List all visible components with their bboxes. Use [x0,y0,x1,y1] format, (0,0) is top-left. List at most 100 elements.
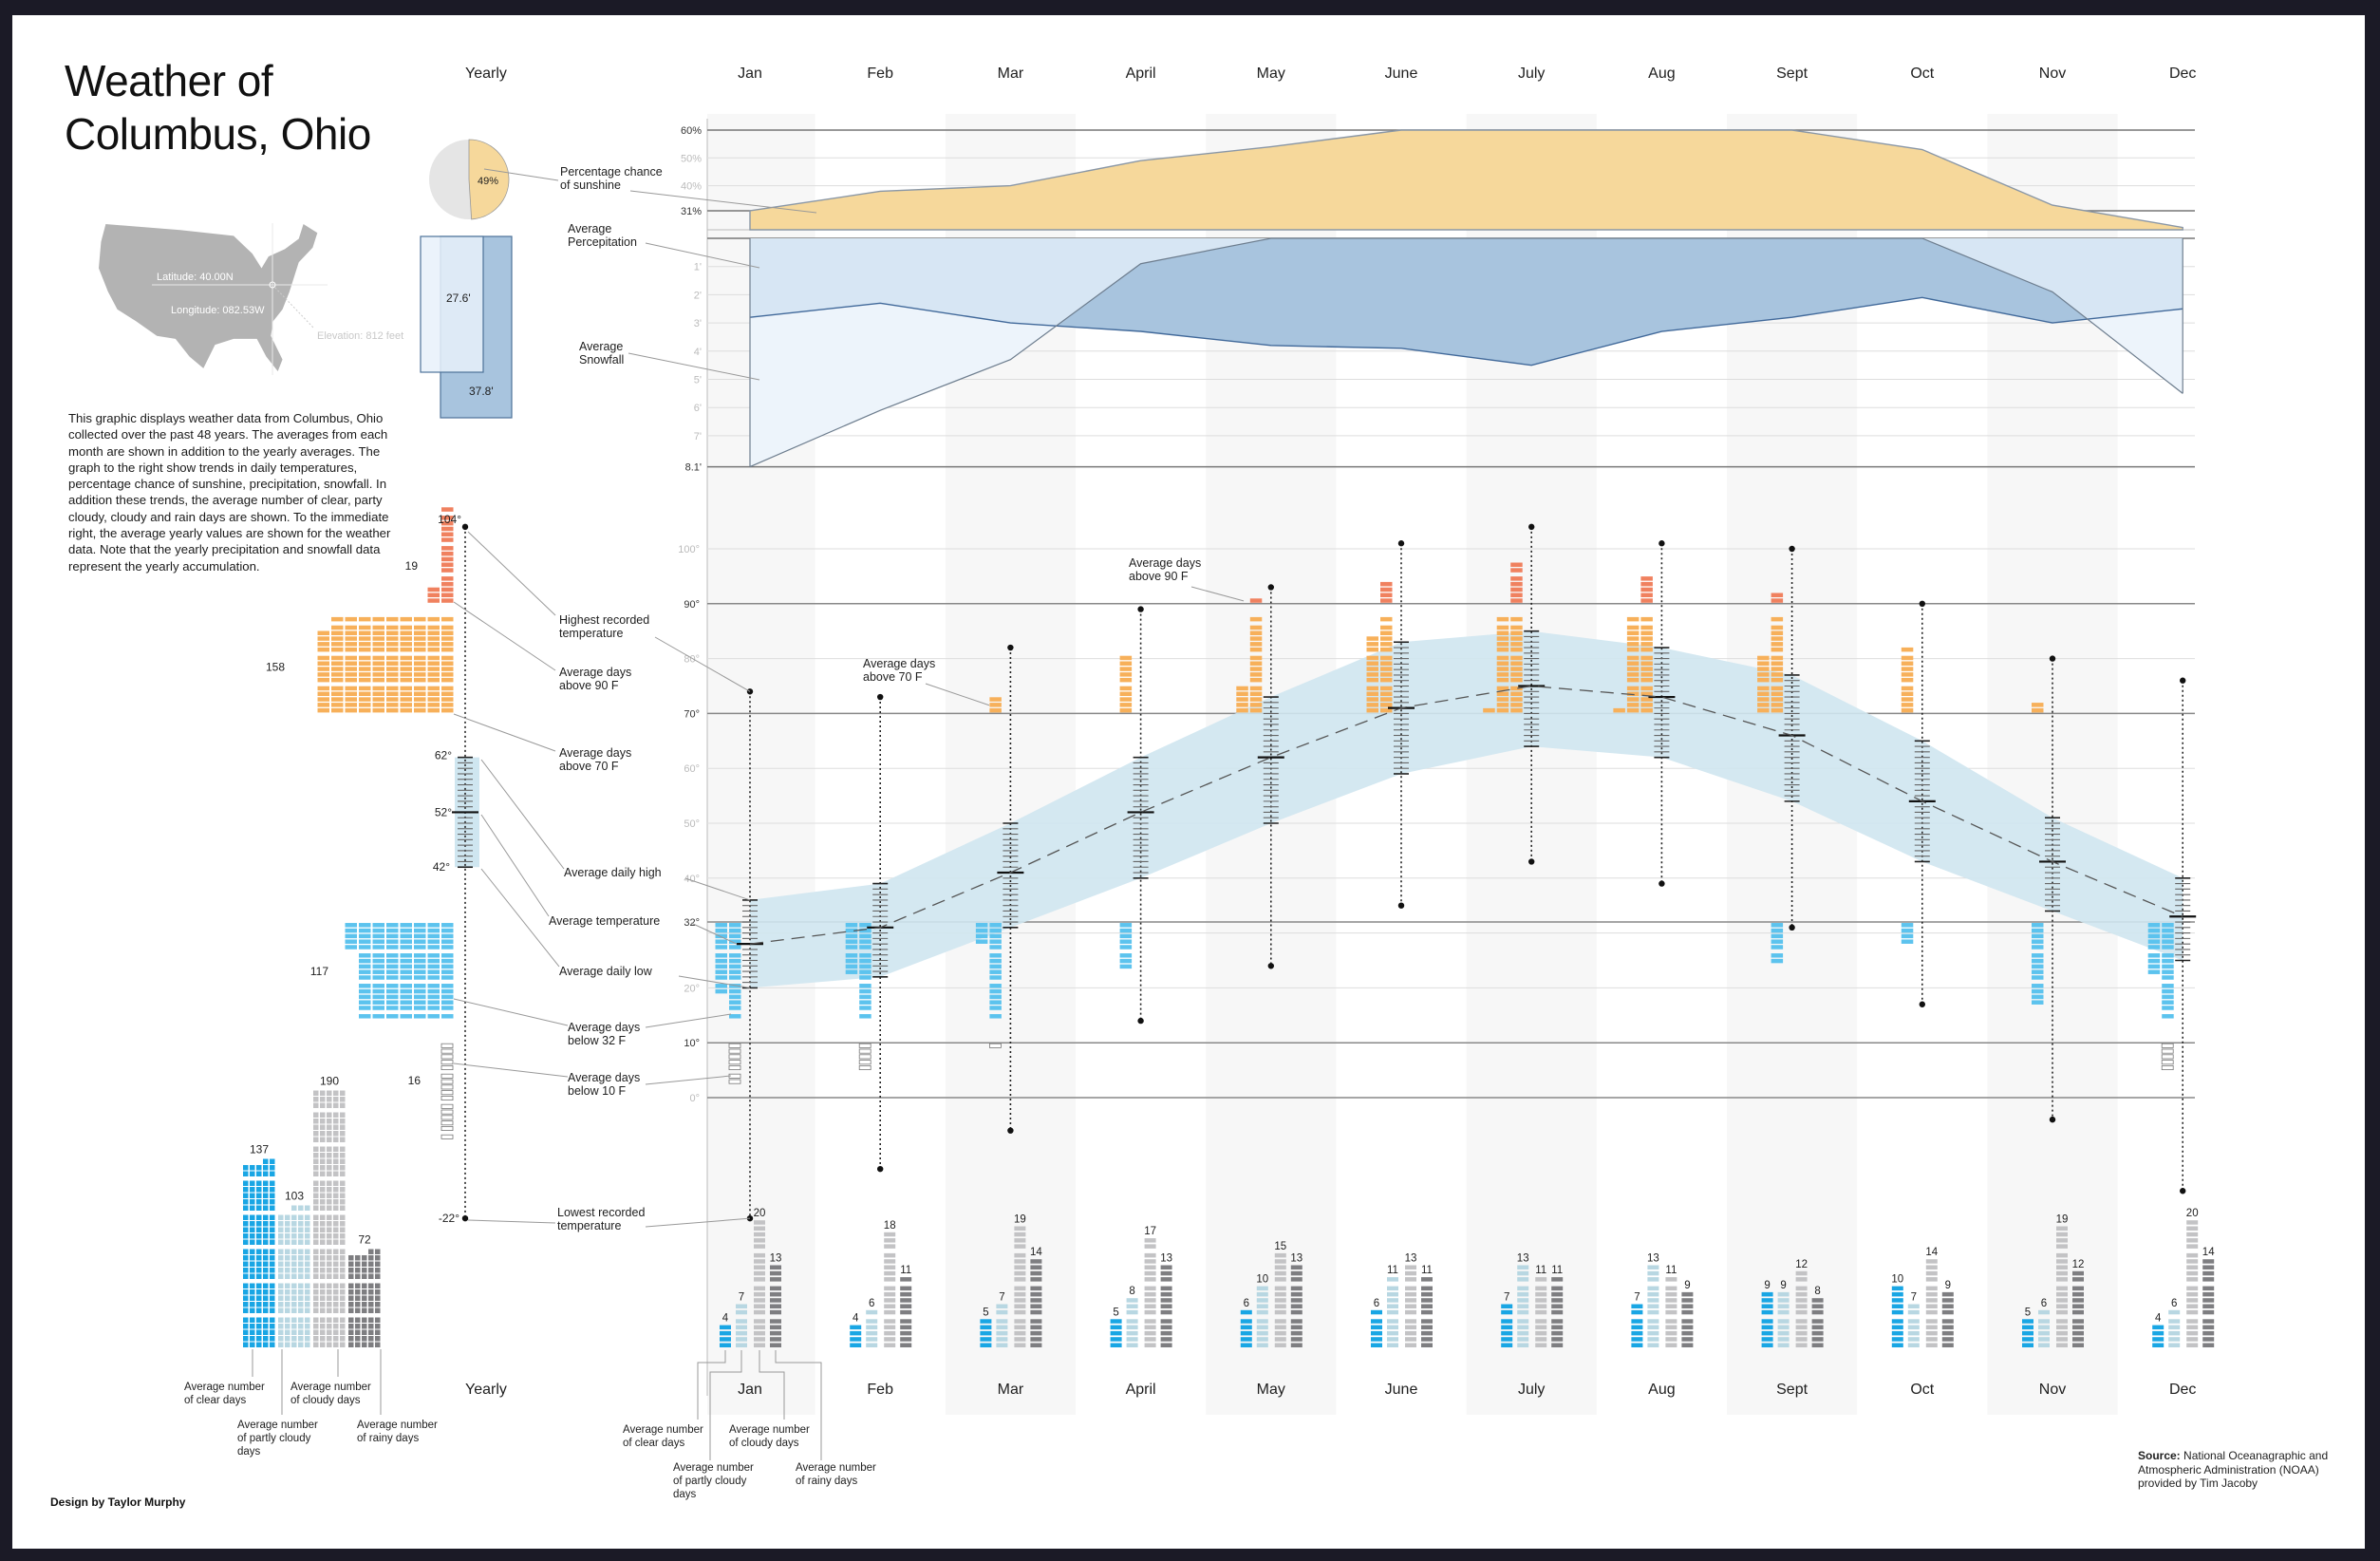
yearly-day-count-block [243,1289,249,1295]
annotation-yearly-rainy-days: of rainy days [357,1433,419,1444]
day-count-block [1371,1325,1382,1330]
yearly-day-count-block [285,1227,290,1232]
day-count-block [1290,1343,1302,1347]
yearly-day-count-block [375,1289,381,1295]
days-below-32-block [2147,945,2161,950]
yearly-day-count-block [355,1261,361,1267]
yearly-days-below-32-block [386,975,399,980]
yearly-days-below-32-block [359,1000,371,1005]
days-above-70-block [1901,697,1914,702]
yearly-day-count-block [305,1324,310,1329]
day-count-block [1014,1337,1026,1342]
day-count-block [2186,1220,2199,1225]
day-count-block [1030,1298,1042,1303]
day-count-block [1681,1337,1694,1342]
day-count-block [1907,1337,1920,1342]
day-count-block [1777,1304,1790,1308]
yearly-day-count-block [340,1112,346,1118]
yearly-days-below-32-block [427,1000,440,1005]
day-count-block [2072,1298,2084,1303]
days-below-32-block [989,933,1002,939]
yearly-day-count-block [278,1239,284,1245]
days-above-90-block [1510,562,1523,567]
annotation-highest-temperature: Highest recorded [559,613,649,627]
days-below-32-block [859,958,871,964]
yearly-days-above-70-block [386,647,399,652]
yearly-day-count-block [305,1317,310,1323]
days-above-70-block [1510,691,1523,696]
yearly-day-count-block [340,1199,346,1205]
day-count-block [1891,1291,1903,1297]
day-count-block [2202,1298,2215,1303]
yearly-day-count-block [375,1329,381,1335]
temperature-tick-label: 20° [684,983,700,994]
day-count-block [2072,1277,2084,1282]
day-count-label: 14 [2202,1247,2215,1258]
days-below-32-block [989,988,1002,994]
days-above-70-block [1626,630,1640,635]
day-count-block [1256,1286,1268,1291]
yearly-day-count-block [250,1342,255,1347]
yearly-day-count-block [320,1261,326,1267]
day-count-block [2168,1319,2181,1324]
yearly-day-count-block [320,1273,326,1279]
days-above-70-block [1366,686,1378,691]
month-record-low-dot [1267,963,1275,969]
source-line2: Atmospheric Administration (NOAA) [2138,1462,2319,1476]
days-below-10-block [858,1043,871,1048]
day-count-block [1761,1291,1773,1297]
yearly-day-count-block [291,1302,297,1307]
yearly-days-above-70-block [345,672,357,677]
yearly-day-count-block [298,1302,304,1307]
month-record-high-dot [1919,600,1926,607]
yearly-day-count-block [333,1255,339,1261]
yearly-day-count-block [270,1214,275,1220]
annotation-below-32: Average days [568,1021,640,1034]
day-count-label: 14 [1030,1247,1042,1258]
yearly-day-count-block [305,1249,310,1254]
yearly-day-count-block [327,1146,332,1152]
days-below-32-block [729,1006,741,1010]
day-count-block [2038,1330,2050,1336]
yearly-days-above-70-block [400,642,412,647]
yearly-days-above-70-block [427,642,440,647]
days-below-10-block [2161,1043,2174,1048]
yearly-day-count-block [333,1119,339,1124]
day-count-block [1925,1298,1938,1303]
days-below-32-block [989,1000,1002,1005]
month-header: Oct [1910,66,1934,82]
yearly-day-count-block [327,1317,332,1323]
day-count-block [980,1325,992,1330]
day-count-label: 11 [1665,1265,1677,1276]
yearly-day-count-block [285,1307,290,1313]
day-count-block [1551,1309,1564,1315]
day-count-block [1371,1343,1382,1347]
yearly-day-count-block [320,1146,326,1152]
day-count-block [2186,1226,2199,1231]
yearly-day-count-block [298,1295,304,1301]
day-count-block [1405,1330,1416,1336]
yearly-day-count-block [278,1302,284,1307]
yearly-day-count-block [320,1131,326,1137]
days-above-70-block [1249,655,1263,661]
days-below-32-block [859,1006,871,1010]
days-below-32-block [859,964,871,969]
yearly-days-above-70-block [427,672,440,677]
yearly-day-count-block [291,1221,297,1227]
days-above-70-block [1626,691,1640,696]
yearly-day-count-block [250,1324,255,1329]
yearly-days-above-90-block [441,556,454,562]
yearly-days-above-70-block [359,625,371,630]
days-above-70-block [1380,691,1393,696]
days-below-32-block [2032,945,2044,950]
yearly-day-count-block [320,1221,326,1227]
yearly-day-count-block [313,1336,319,1342]
day-count-block [1795,1286,1808,1291]
day-count-block [1535,1325,1547,1330]
day-count-block [770,1277,781,1282]
yearly-days-below-32-block [427,975,440,980]
yearly-day-count-block [285,1289,290,1295]
yearly-day-count-block [285,1336,290,1342]
yearly-days-below-32-block [400,988,412,994]
day-count-block [1535,1298,1547,1303]
